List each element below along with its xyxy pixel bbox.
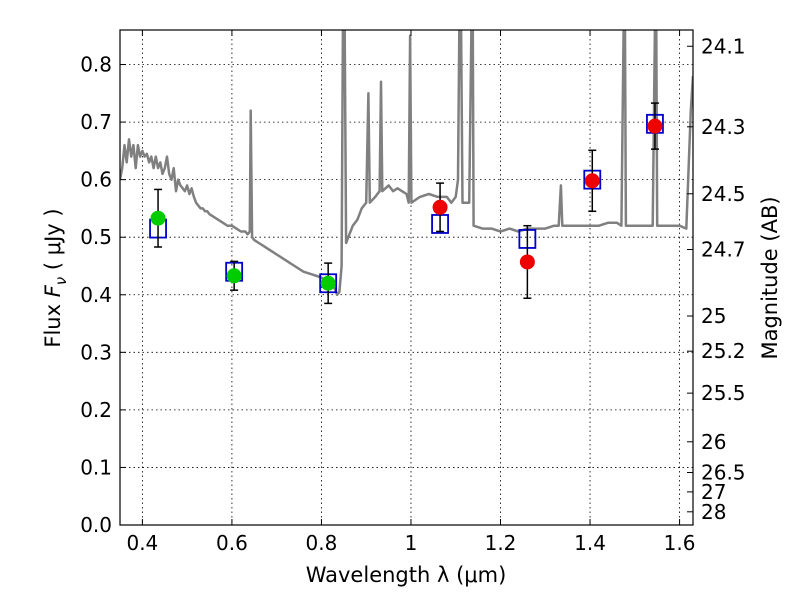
y2-tick-label: 25 [701,304,726,328]
x-tick-label: 1 [405,531,418,555]
x-tick-label: 0.4 [126,531,158,555]
y2-tick-label: 24.5 [701,182,746,206]
y2-tick-label: 24.3 [701,115,746,139]
y2-tick-label: 24.7 [701,238,746,262]
y2-tick-label: 27 [701,480,726,504]
y-tick-label: 0.2 [80,398,112,422]
y-tick-label: 0.5 [80,225,112,249]
plot-frame [119,29,694,526]
y-tick-label: 0.8 [80,53,112,77]
y-axis-label: Flux Fν ( μJy ) [41,208,70,347]
x-axis-label: Wavelength λ (μm) [306,563,507,587]
y2-tick-label: 28 [701,500,726,524]
observed-flux-point [584,173,600,189]
observed-flux-point [226,268,242,284]
y-tick-label: 0.7 [80,110,112,134]
observed-flux-point [320,275,336,291]
y-axis-label-prefix: Flux [41,297,65,347]
x-tick-label: 0.6 [216,531,248,555]
x-tick-label: 1.4 [574,531,606,555]
model-spectrum-group [120,30,693,297]
x-tick-label: 0.8 [306,531,338,555]
y2-tick-label: 26 [701,430,726,454]
axis-ticks: 0.4 0.6 0.8 1 1.2 1.4 1.6 0.0 0.1 0.2 0.3 0.4 0.5 0.6… [80,30,746,555]
y2-tick-label: 24.1 [701,34,746,58]
data-marks [149,102,664,305]
y-tick-label: 0.3 [80,340,112,364]
y-tick-label: 0.6 [80,168,112,192]
y2-axis-label: Magnitude (AB) [758,196,782,359]
y-axis-label-unit: ( μJy ) [41,208,65,276]
observed-flux-point [432,199,448,215]
y-axis-label-subscript: ν [52,277,70,285]
observed-flux-point [150,210,166,226]
x-tick-label: 1.2 [485,531,517,555]
y-tick-label: 0.1 [80,455,112,479]
y2-tick-label: 26.5 [701,461,746,485]
y-tick-label: 0.0 [80,513,112,537]
observed-flux-point [519,254,535,270]
y-axis-label-symbol: F [41,284,65,297]
model-spectrum-line [120,30,693,297]
y2-tick-label: 25.2 [701,339,746,363]
y2-tick-label: 25.5 [701,381,746,405]
x-tick-label: 1.6 [664,531,696,555]
observed-flux-point [647,118,663,134]
y-tick-label: 0.4 [80,283,112,307]
